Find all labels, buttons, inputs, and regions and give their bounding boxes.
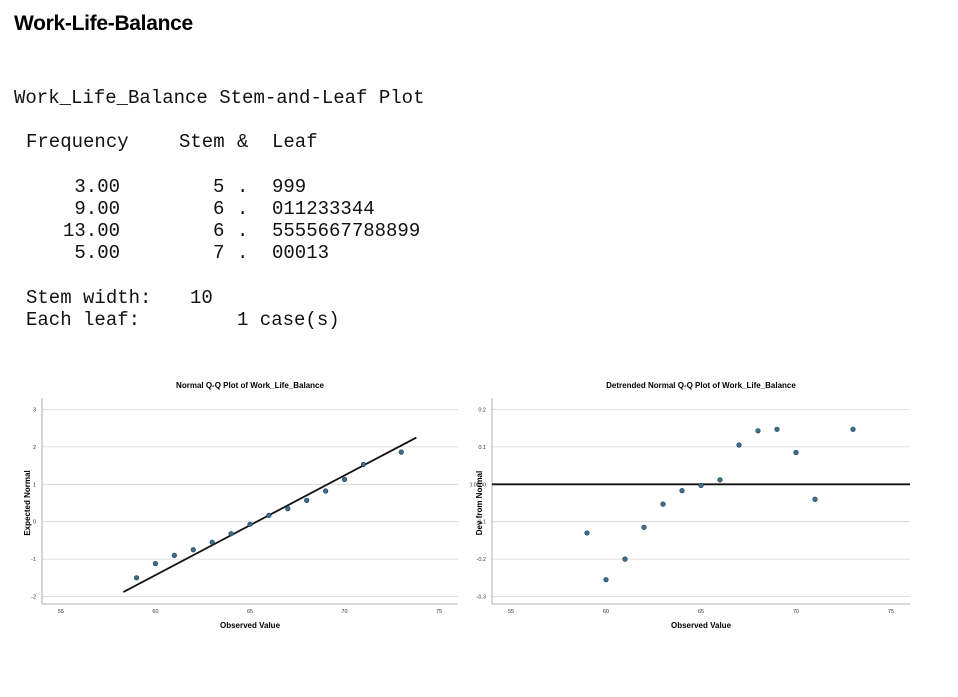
data-point <box>209 539 215 545</box>
y-tick-label: 2 <box>33 445 36 451</box>
detrended-qq-plot: Detrended Normal Q-Q Plot of Work_Life_B… <box>470 381 910 630</box>
data-point <box>698 482 704 489</box>
y-tick-label: -1 <box>31 557 36 563</box>
data-point <box>190 547 196 553</box>
data-point <box>171 552 177 558</box>
x-tick-label: 75 <box>888 609 894 615</box>
y-tick-label: -0.2 <box>477 557 486 563</box>
data-point <box>398 449 404 455</box>
y-axis-label: Dev from Normal <box>475 471 484 535</box>
stem-width-label: Stem width: <box>26 287 152 309</box>
y-tick-label: -0.1 <box>477 520 486 526</box>
x-tick-label: 65 <box>247 609 253 615</box>
x-tick-label: 60 <box>603 609 609 615</box>
stemleaf-frequency: 13.00 <box>62 220 120 242</box>
data-point <box>584 530 590 536</box>
data-point <box>774 426 780 432</box>
y-tick-label: 1 <box>33 482 36 488</box>
stemleaf-frequency: 5.00 <box>74 242 120 264</box>
x-tick-label: 65 <box>698 609 704 615</box>
y-axis-label: Expected Normal <box>23 470 32 535</box>
x-tick-label: 55 <box>508 609 514 615</box>
x-axis-label: Observed Value <box>220 621 281 630</box>
stemleaf-leaf: 5555667788899 <box>272 220 421 242</box>
stemleaf-title: Work_Life_Balance Stem-and-Leaf Plot <box>14 87 425 109</box>
data-point <box>679 488 685 494</box>
x-tick-label: 55 <box>58 609 64 615</box>
data-point <box>360 461 367 468</box>
stemleaf-dot: . <box>237 176 249 198</box>
data-point <box>850 426 856 432</box>
chart-title: Detrended Normal Q-Q Plot of Work_Life_B… <box>606 381 796 390</box>
stemleaf-frequency: 3.00 <box>74 176 120 198</box>
data-point <box>793 449 799 456</box>
stemleaf-stem: 7 <box>213 242 225 264</box>
x-tick-label: 75 <box>436 609 442 615</box>
data-point <box>660 501 666 507</box>
page-title: Work-Life-Balance <box>14 12 193 35</box>
stemleaf-dot: . <box>237 198 249 220</box>
y-tick-label: 0.2 <box>478 407 486 413</box>
stemleaf-leaf: 999 <box>272 176 307 198</box>
stem-width-value: 10 <box>190 287 213 309</box>
y-tick-label: 0.0000 <box>470 482 486 488</box>
stemleaf-header-stem: Stem <box>179 131 225 153</box>
data-point <box>641 524 647 530</box>
data-point <box>755 428 761 434</box>
each-leaf-label: Each leaf: <box>26 309 141 331</box>
data-point <box>285 506 291 512</box>
stemleaf-header-frequency: Frequency <box>26 131 129 153</box>
y-tick-label: 3 <box>33 407 36 413</box>
x-tick-label: 60 <box>152 609 158 615</box>
data-point <box>717 477 723 483</box>
data-point <box>133 575 140 581</box>
data-point <box>736 442 742 448</box>
stemleaf-dot: . <box>237 220 249 242</box>
stemleaf-leaf: 011233344 <box>272 198 375 220</box>
data-point <box>247 521 253 527</box>
data-point <box>228 531 234 537</box>
data-point <box>304 497 310 503</box>
data-point <box>603 577 609 583</box>
stemleaf-dot: . <box>237 242 249 264</box>
data-point <box>323 488 329 494</box>
stemleaf-leaf: 00013 <box>272 242 330 264</box>
stemleaf-header-amp: & <box>237 131 249 153</box>
stemleaf-stem: 6 <box>213 198 225 220</box>
stemleaf-header-leaf: Leaf <box>272 131 318 153</box>
data-point <box>622 556 628 562</box>
x-axis-label: Observed Value <box>671 621 732 630</box>
each-leaf-value: 1 case(s) <box>237 309 340 331</box>
data-point <box>812 496 818 502</box>
data-point <box>152 561 159 567</box>
y-tick-label: -0.3 <box>477 595 486 601</box>
chart-title: Normal Q-Q Plot of Work_Life_Balance <box>176 381 324 390</box>
stemleaf-stem: 5 <box>213 176 225 198</box>
stemleaf-stem: 6 <box>213 220 225 242</box>
data-point <box>341 476 348 483</box>
y-tick-label: 0 <box>33 520 36 526</box>
normal-qq-plot: Normal Q-Q Plot of Work_Life_Balance 3 2 1 0… <box>23 381 458 630</box>
y-tick-label: -2 <box>31 595 36 601</box>
x-tick-label: 70 <box>793 609 799 615</box>
stemleaf-frequency: 9.00 <box>74 198 120 220</box>
x-tick-label: 70 <box>341 609 347 615</box>
y-tick-label: 0.1 <box>478 445 486 451</box>
data-point <box>266 512 272 518</box>
